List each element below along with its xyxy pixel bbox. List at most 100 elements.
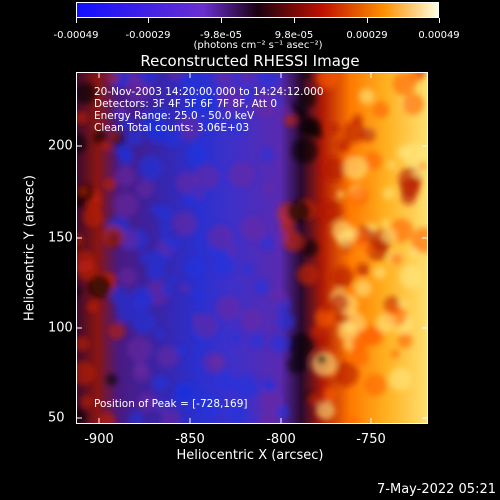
colorbar-tick-label: 9.8e-05 <box>274 30 314 41</box>
image-speckle <box>276 405 290 419</box>
image-speckle <box>207 224 233 250</box>
image-speckle <box>76 134 87 154</box>
image-speckle <box>77 186 89 197</box>
image-speckle <box>353 279 372 298</box>
image-speckle <box>225 400 250 424</box>
image-speckle <box>313 129 323 139</box>
image-speckle <box>76 286 82 297</box>
image-speckle <box>161 409 181 424</box>
image-speckle <box>382 187 395 200</box>
colorbar-tick-mark <box>439 18 440 23</box>
image-speckle <box>76 260 97 281</box>
image-speckle <box>80 395 93 408</box>
image-speckle <box>279 219 295 235</box>
image-speckle <box>343 120 366 144</box>
image-speckle <box>349 186 369 206</box>
image-speckle <box>282 230 304 252</box>
x-tick-label: -750 <box>356 432 386 447</box>
image-speckle <box>398 299 408 309</box>
image-speckle <box>195 190 205 200</box>
image-speckle <box>157 346 179 368</box>
image-speckle <box>311 325 324 338</box>
image-speckle <box>409 248 419 258</box>
image-speckle <box>260 390 282 412</box>
colorbar-tick-label: -0.00029 <box>125 30 171 41</box>
image-speckle <box>328 123 340 134</box>
image-speckle <box>337 321 358 342</box>
image-speckle <box>240 87 256 102</box>
image-speckle <box>201 117 217 132</box>
image-speckle <box>358 88 375 104</box>
image-speckle <box>173 211 198 236</box>
image-speckle <box>300 239 319 257</box>
image-speckle <box>254 279 270 295</box>
image-speckle <box>348 415 359 424</box>
colorbar-tick-label: -0.00049 <box>53 30 99 41</box>
image-speckle <box>261 237 275 251</box>
image-speckle <box>343 340 354 351</box>
image-speckle <box>323 387 338 402</box>
image-speckle <box>288 333 314 358</box>
image-speckle <box>154 328 165 339</box>
image-speckle <box>214 72 233 86</box>
image-speckle <box>284 114 297 127</box>
image-speckle <box>216 372 236 392</box>
image-speckle <box>127 337 153 362</box>
image-speckle <box>356 262 370 277</box>
image-speckle <box>76 110 88 125</box>
image-speckle <box>218 85 244 112</box>
image-speckle <box>352 114 363 125</box>
image-speckle <box>251 415 260 424</box>
image-speckle <box>192 289 203 299</box>
image-speckle <box>194 164 219 190</box>
image-speckle <box>233 374 260 400</box>
image-speckle <box>253 95 276 118</box>
image-speckle <box>116 301 137 323</box>
image-speckle <box>133 364 151 382</box>
image-speckle <box>160 223 172 235</box>
image-speckle <box>261 148 274 161</box>
image-speckle <box>408 72 424 83</box>
image-speckle <box>269 333 289 353</box>
image-speckle <box>151 375 169 392</box>
image-speckle <box>87 274 112 299</box>
image-speckle <box>399 177 421 199</box>
image-speckle <box>411 227 428 253</box>
image-speckle <box>115 104 128 117</box>
x-tick-label: -900 <box>84 432 114 447</box>
image-speckle <box>302 72 311 79</box>
image-speckle <box>185 258 204 277</box>
image-speckle <box>350 348 369 366</box>
info-clean-counts: Clean Total counts: 3.06E+03 <box>94 122 250 134</box>
image-speckle <box>173 384 199 410</box>
image-speckle <box>294 106 307 119</box>
image-speckle <box>316 401 335 420</box>
image-speckle <box>263 182 274 194</box>
y-tick-label: 100 <box>48 320 73 336</box>
image-speckle <box>227 245 237 255</box>
image-speckle <box>183 100 200 116</box>
colorbar-tick-mark <box>76 18 77 23</box>
image-speckle <box>76 233 85 249</box>
image-speckle <box>243 264 254 275</box>
image-speckle <box>138 72 159 85</box>
colorbar-tick-label: 0.00029 <box>346 30 388 41</box>
image-speckle <box>402 93 424 115</box>
image-speckle <box>364 373 387 397</box>
image-speckle <box>321 156 346 182</box>
image-speckle <box>332 266 354 288</box>
colorbar-tick-mark <box>367 18 368 23</box>
image-speckle <box>258 72 281 89</box>
image-speckle <box>230 118 248 136</box>
y-tick-label: 150 <box>48 230 73 246</box>
image-speckle <box>291 137 318 164</box>
image-speckle <box>372 101 390 119</box>
colorbar-tick-label: -9.8e-05 <box>200 30 242 41</box>
image-speckle <box>388 367 412 391</box>
image-speckle <box>137 392 157 412</box>
image-speckle <box>261 378 275 391</box>
colorbar <box>76 2 439 18</box>
plot-title: Reconstructed RHESSI Image <box>140 52 360 70</box>
image-speckle <box>311 351 337 377</box>
colorbar-tick-mark <box>294 18 295 23</box>
